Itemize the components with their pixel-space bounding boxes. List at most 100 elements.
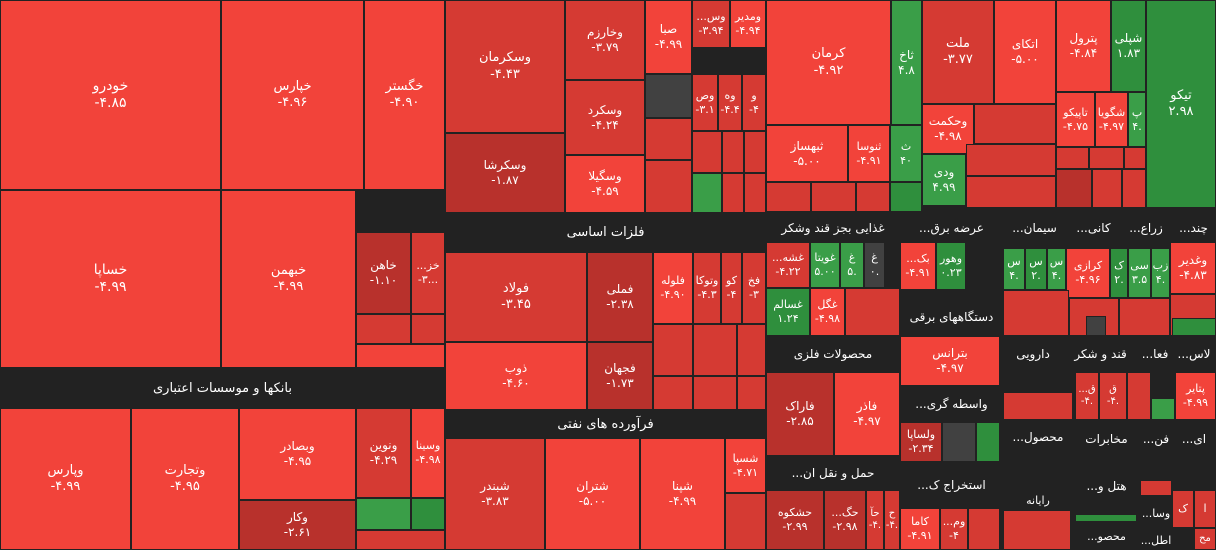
sector-header[interactable]: فلزات اساسی xyxy=(445,213,766,252)
treemap-tile-small[interactable] xyxy=(1086,316,1106,336)
treemap-tile-small[interactable] xyxy=(692,173,722,213)
treemap-tile[interactable]: ونوین -۴.۲۹ xyxy=(356,408,411,498)
treemap-tile[interactable]: فخ -۳ xyxy=(742,252,766,324)
treemap-tile-small[interactable] xyxy=(966,144,1056,176)
treemap-tile[interactable]: ث ۴۰ xyxy=(890,125,922,182)
sector-header[interactable]: غذایی بجز قند وشکر xyxy=(766,213,900,242)
sector-header[interactable]: دارویی xyxy=(1003,336,1063,372)
treemap-tile-small[interactable] xyxy=(693,376,737,410)
treemap-tile[interactable]: ق... -۴. xyxy=(1075,372,1099,420)
treemap-tile[interactable]: خبهمن -۴.۹۹ xyxy=(221,190,356,368)
treemap-tile[interactable]: غ ۵. xyxy=(840,242,864,288)
sector-header[interactable]: رایانه xyxy=(1003,490,1073,510)
treemap-tile-small[interactable] xyxy=(1056,169,1092,208)
treemap-tile[interactable]: غ ۰. xyxy=(864,242,885,288)
treemap-tile[interactable]: شگویا -۴.۹۷ xyxy=(1095,92,1128,147)
treemap-tile[interactable]: فاراک -۲.۸۵ xyxy=(766,372,834,456)
treemap-tile[interactable]: ملت -۳.۷۷ xyxy=(922,0,994,104)
treemap-tile[interactable]: ثبهساز -۵.۰۰ xyxy=(766,125,848,182)
treemap-tile-small[interactable] xyxy=(645,160,692,213)
treemap-tile-small[interactable] xyxy=(856,182,890,212)
sector-header[interactable]: کانی... xyxy=(1066,213,1121,242)
treemap-tile[interactable]: وتوکا -۴.۳ xyxy=(693,252,721,324)
treemap-tile[interactable]: ثنوسا -۴.۹۱ xyxy=(848,125,890,182)
treemap-tile[interactable]: غسالم ۱.۲۴ xyxy=(766,288,810,336)
treemap-tile[interactable]: غگل -۴.۹۸ xyxy=(810,288,845,336)
treemap-tile[interactable]: صبا -۴.۹۹ xyxy=(645,0,692,74)
treemap-tile-small[interactable] xyxy=(1092,169,1122,208)
treemap-tile-small[interactable] xyxy=(645,74,692,118)
treemap-tile[interactable]: کرمان -۴.۹۲ xyxy=(766,0,891,125)
treemap-tile-small[interactable] xyxy=(1122,169,1146,208)
treemap-tile[interactable]: شسپا -۴.۷۱ xyxy=(725,438,766,493)
treemap-tile[interactable]: وغدیر -۴.۸۳ xyxy=(1170,242,1216,294)
sector-header[interactable]: فرآورده های نفتی xyxy=(445,410,766,438)
treemap-tile[interactable]: وتجارت -۴.۹۵ xyxy=(131,408,239,550)
treemap-tile[interactable]: تاپیکو -۴.۷۵ xyxy=(1056,92,1095,147)
treemap-tile[interactable]: غویتا ۵.۰۰ xyxy=(810,242,840,288)
treemap-tile[interactable]: فلوله -۴.۹۰ xyxy=(653,252,693,324)
treemap-tile-small[interactable] xyxy=(1127,372,1151,420)
treemap-tile[interactable]: اتکای -۵.۰۰ xyxy=(994,0,1056,104)
treemap-tile[interactable]: ذوب -۴.۶۰ xyxy=(445,342,587,410)
treemap-tile-small[interactable] xyxy=(966,176,1056,208)
treemap-tile[interactable]: و -۴ xyxy=(742,74,766,131)
treemap-tile[interactable]: ق -۴. xyxy=(1099,372,1127,420)
treemap-tile[interactable]: ومدیر -۴.۹۴ xyxy=(730,0,766,48)
treemap-tile-small[interactable] xyxy=(356,530,445,550)
treemap-tile-small[interactable] xyxy=(744,131,766,173)
treemap-tile-small[interactable] xyxy=(811,182,856,212)
treemap-tile[interactable]: وسکرد -۴.۲۴ xyxy=(565,80,645,155)
treemap-tile[interactable]: ولساپا -۲.۳۴ xyxy=(900,422,942,462)
treemap-tile-small[interactable] xyxy=(356,314,411,344)
treemap-tile[interactable]: وسکرمان -۴.۴۳ xyxy=(445,0,565,133)
treemap-tile[interactable]: شپنا -۴.۹۹ xyxy=(640,438,725,550)
treemap-tile[interactable]: فاذر -۴.۹۷ xyxy=(834,372,900,456)
treemap-tile[interactable]: ح -۴. xyxy=(884,490,900,550)
treemap-tile[interactable]: وه -۴.۴ xyxy=(718,74,742,131)
treemap-tile[interactable]: حگ... -۲.۹۸ xyxy=(824,490,866,550)
sector-header[interactable]: واسطه گری... xyxy=(900,386,1003,422)
treemap-tile-small[interactable] xyxy=(1003,290,1069,336)
treemap-tile[interactable]: س ۴. xyxy=(1003,248,1025,290)
treemap-tile-small[interactable] xyxy=(1003,392,1073,420)
sector-header[interactable]: سیمان... xyxy=(1003,213,1066,242)
treemap-tile[interactable]: کو -۴ xyxy=(721,252,742,324)
sector-header[interactable]: دستگاههای برقی xyxy=(900,298,1003,336)
treemap-tile[interactable]: خز... -۳... xyxy=(411,232,445,314)
treemap-tile-small[interactable] xyxy=(974,104,1056,144)
treemap-tile[interactable]: ک xyxy=(1172,490,1194,528)
treemap-tile-small[interactable] xyxy=(722,131,744,173)
sector-header[interactable]: محصول... xyxy=(1003,420,1073,454)
treemap-tile[interactable]: خاهن -۱.۱۰ xyxy=(356,232,411,314)
sector-header[interactable]: عرضه برق... xyxy=(900,213,1003,242)
treemap-tile-small[interactable] xyxy=(356,344,445,368)
treemap-tile[interactable]: وخارزم -۳.۷۹ xyxy=(565,0,645,80)
treemap-tile-small[interactable] xyxy=(693,324,737,376)
treemap-tile[interactable]: وکار -۲.۶۱ xyxy=(239,500,356,550)
treemap-tile[interactable]: بترانس -۴.۹۷ xyxy=(900,336,1000,386)
treemap-tile[interactable]: فجهان -۱.۷۳ xyxy=(587,342,653,410)
sector-header[interactable]: وسا... xyxy=(1140,496,1172,530)
treemap-tile[interactable]: س ۴. xyxy=(1047,248,1066,290)
treemap-tile-small[interactable] xyxy=(737,324,766,376)
treemap-tile-small[interactable] xyxy=(1140,480,1172,496)
treemap-tile[interactable]: شتران -۵.۰۰ xyxy=(545,438,640,550)
treemap-tile-small[interactable] xyxy=(1075,514,1137,522)
treemap-tile[interactable]: پتایر -۴.۹۹ xyxy=(1175,372,1216,420)
treemap-tile[interactable]: خگستر -۴.۹۰ xyxy=(364,0,445,190)
treemap-tile[interactable]: تیکو ۲.۹۸ xyxy=(1146,0,1216,208)
sector-header[interactable]: اطل... xyxy=(1140,530,1172,550)
treemap-tile[interactable]: کاما -۴.۹۱ xyxy=(900,508,940,550)
treemap-tile-small[interactable] xyxy=(1151,398,1175,420)
treemap-tile[interactable]: ثاخ ۴.۸ xyxy=(891,0,922,125)
treemap-tile[interactable]: غشه... -۴.۲۲ xyxy=(766,242,810,288)
treemap-tile-small[interactable] xyxy=(1089,147,1124,169)
treemap-tile[interactable]: وسینا -۴.۹۸ xyxy=(411,408,445,498)
treemap-tile[interactable]: وص -۳.۱ xyxy=(692,74,718,131)
treemap-tile[interactable]: وس... -۳.۹۴ xyxy=(692,0,730,48)
treemap-tile[interactable]: حآ -۴. xyxy=(866,490,884,550)
sector-header[interactable]: فعا... xyxy=(1138,336,1172,372)
treemap-tile[interactable]: س ۲. xyxy=(1025,248,1047,290)
